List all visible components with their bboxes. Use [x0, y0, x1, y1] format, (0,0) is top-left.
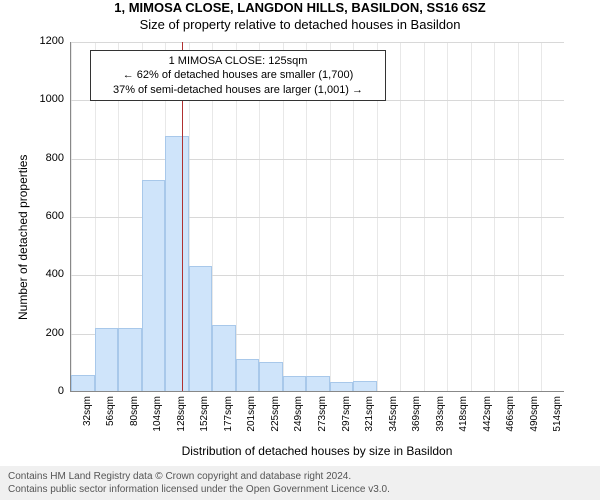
x-tick-label: 466sqm: [505, 396, 516, 436]
gridline-horizontal: [71, 42, 564, 43]
y-tick-label: 1000: [30, 93, 64, 105]
y-tick-label: 400: [30, 268, 64, 280]
footer-attribution: Contains HM Land Registry data © Crown c…: [0, 466, 600, 500]
histogram-bar: [95, 328, 119, 391]
x-tick-label: 321sqm: [364, 396, 375, 436]
annotation-line: ← 62% of detached houses are smaller (1,…: [97, 68, 379, 82]
x-tick-label: 177sqm: [223, 396, 234, 436]
histogram-bar: [330, 382, 354, 391]
y-tick-label: 0: [30, 385, 64, 397]
y-tick-label: 600: [30, 210, 64, 222]
annotation-line: 1 MIMOSA CLOSE: 125sqm: [97, 54, 379, 68]
annotation-line: 37% of semi-detached houses are larger (…: [97, 83, 379, 97]
y-tick-label: 1200: [30, 35, 64, 47]
x-tick-label: 104sqm: [152, 396, 163, 436]
histogram-bar: [212, 325, 236, 391]
x-tick-label: 201sqm: [246, 396, 257, 436]
x-tick-label: 152sqm: [199, 396, 210, 436]
x-tick-label: 345sqm: [388, 396, 399, 436]
x-axis-label: Distribution of detached houses by size …: [70, 444, 564, 458]
histogram-bar: [283, 376, 307, 391]
page-title: 1, MIMOSA CLOSE, LANGDON HILLS, BASILDON…: [0, 0, 600, 15]
page-subtitle: Size of property relative to detached ho…: [0, 17, 600, 32]
x-tick-label: 442sqm: [482, 396, 493, 436]
page-container: 1, MIMOSA CLOSE, LANGDON HILLS, BASILDON…: [0, 0, 600, 500]
footer-line: Contains public sector information licen…: [8, 483, 592, 496]
histogram-bar: [353, 381, 377, 391]
histogram-bar: [142, 180, 166, 391]
x-tick-label: 514sqm: [552, 396, 563, 436]
y-tick-label: 800: [30, 152, 64, 164]
histogram-bar: [189, 266, 213, 391]
gridline-horizontal: [71, 159, 564, 160]
y-tick-label: 200: [30, 327, 64, 339]
footer-line: Contains HM Land Registry data © Crown c…: [8, 470, 592, 483]
x-tick-label: 249sqm: [293, 396, 304, 436]
x-tick-label: 369sqm: [411, 396, 422, 436]
annotation-box: 1 MIMOSA CLOSE: 125sqm ← 62% of detached…: [90, 50, 386, 101]
x-tick-label: 225sqm: [270, 396, 281, 436]
x-tick-label: 297sqm: [341, 396, 352, 436]
x-tick-label: 128sqm: [176, 396, 187, 436]
histogram-bar: [71, 375, 95, 391]
histogram-bar: [259, 362, 283, 391]
histogram-bar: [306, 376, 330, 391]
x-tick-label: 393sqm: [435, 396, 446, 436]
x-tick-label: 490sqm: [529, 396, 540, 436]
x-tick-label: 273sqm: [317, 396, 328, 436]
histogram-bar: [165, 136, 189, 391]
x-tick-label: 80sqm: [129, 396, 140, 436]
x-tick-label: 418sqm: [458, 396, 469, 436]
x-tick-label: 56sqm: [105, 396, 116, 436]
y-axis-label: Number of detached properties: [16, 155, 30, 320]
histogram-bar: [118, 328, 142, 391]
histogram-bar: [236, 359, 260, 391]
x-tick-label: 32sqm: [82, 396, 93, 436]
